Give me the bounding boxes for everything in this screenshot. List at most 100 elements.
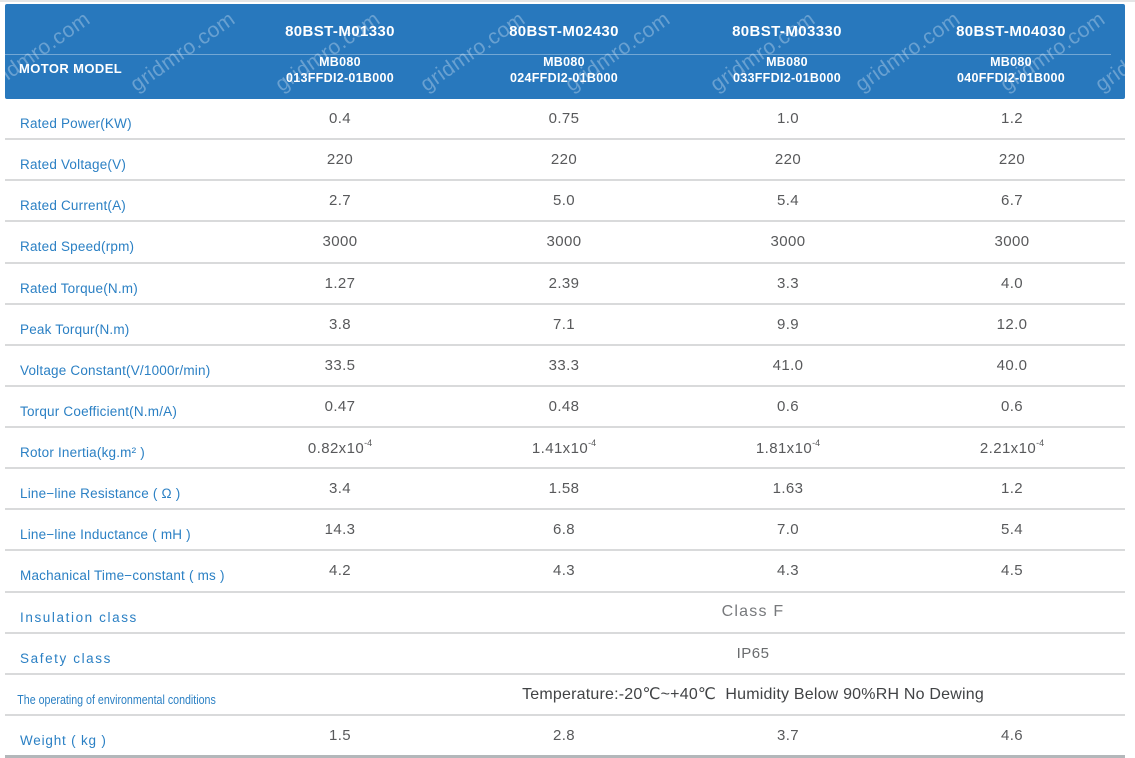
- row-label: The operating of environmental condition…: [17, 691, 216, 707]
- value-cell: 1.2: [1000, 480, 1024, 498]
- value-cell: 4.3: [776, 562, 800, 580]
- value-cell: 12.0: [996, 315, 1028, 333]
- span-value-cell: IP65: [736, 644, 770, 662]
- model-code-line2: 013FFDI2-01B000: [285, 71, 395, 85]
- value-cell: 7.0: [776, 521, 800, 539]
- row-label: Weight ( kg ): [20, 732, 107, 748]
- value-cell: 220: [550, 151, 578, 169]
- value-cell: 3000: [546, 233, 582, 251]
- inertia-base: 1.81x10: [755, 439, 813, 457]
- model-name: 80BST-M04030: [956, 23, 1066, 40]
- model-code-line1: MB080: [319, 55, 361, 69]
- inertia-exponent: -4: [364, 437, 373, 448]
- table-row-rated-current: Rated Current(A) 2.7 5.0 5.4 6.7: [5, 181, 1125, 223]
- value-cell: 6.7: [1000, 192, 1024, 210]
- inertia-exponent: -4: [588, 437, 597, 448]
- value-cell: 4.0: [1000, 274, 1024, 292]
- table-row-line-inductance: Line−line Inductance ( mH ) 14.3 6.8 7.0…: [5, 510, 1125, 552]
- value-cell: 0.6: [776, 397, 800, 415]
- table-row-insulation-class: Insulation class Class F: [5, 593, 1125, 634]
- value-cell: 4.3: [552, 562, 576, 580]
- row-label: Torqur Coefficient(N.m/A): [20, 403, 178, 419]
- value-cell: 220: [326, 151, 354, 169]
- value-cell: 1.58: [548, 480, 580, 498]
- value-cell: 9.9: [776, 315, 800, 333]
- row-label: Rotor Inertia(kg.m² ): [20, 445, 145, 461]
- value-cell: 33.3: [548, 356, 580, 374]
- row-label: Line−line Resistance ( Ω ): [20, 486, 181, 502]
- value-cell: 1.41x10-4: [452, 437, 676, 457]
- table-row-environmental-conditions: The operating of environmental condition…: [5, 675, 1125, 716]
- value-cell: 2.8: [552, 726, 576, 744]
- inertia-exponent: -4: [812, 437, 821, 448]
- table-row-safety-class: Safety class IP65: [5, 634, 1125, 675]
- value-cell: 40.0: [996, 356, 1028, 374]
- value-cell: 3.3: [776, 274, 800, 292]
- table-row-rated-voltage: Rated Voltage(V) 220 220 220 220: [5, 140, 1125, 182]
- table-row-mechanical-time-constant: Machanical Time−constant ( ms ) 4.2 4.3 …: [5, 551, 1125, 593]
- value-cell: 0.47: [324, 397, 356, 415]
- value-cell: 33.5: [324, 356, 356, 374]
- table-row-peak-torque: Peak Torqur(N.m) 3.8 7.1 9.9 12.0: [5, 305, 1125, 346]
- model-code: MB080 024FFDI2-01B000: [452, 54, 676, 86]
- model-code-line1: MB080: [766, 55, 808, 69]
- top-hairline: [0, 0, 1135, 2]
- value-cell: 0.48: [548, 397, 580, 415]
- row-label: Safety class: [20, 650, 112, 666]
- value-cell: 3000: [322, 233, 358, 251]
- model-code-line2: 024FFDI2-01B000: [509, 71, 619, 85]
- value-cell: 1.0: [776, 110, 800, 128]
- model-code: MB080 013FFDI2-01B000: [228, 54, 452, 86]
- value-cell: 0.6: [1000, 397, 1024, 415]
- model-name: 80BST-M03330: [732, 23, 842, 40]
- inertia-base: 0.82x10: [307, 439, 365, 457]
- watermark: gridmro.com: [126, 7, 240, 97]
- spec-table-body: Rated Power(KW) 0.4 0.75 1.0 1.2 Rated V…: [5, 99, 1125, 758]
- value-cell: 1.63: [772, 480, 804, 498]
- value-cell: 3.8: [328, 315, 352, 333]
- value-cell: 0.4: [328, 110, 352, 128]
- value-cell: 41.0: [772, 356, 804, 374]
- row-label: Machanical Time−constant ( ms ): [20, 568, 225, 584]
- header-divider: [5, 54, 1111, 55]
- inertia-base: 1.41x10: [531, 439, 589, 457]
- value-cell: 2.7: [328, 192, 352, 210]
- header-column: 80BST-M02430 MB080 024FFDI2-01B000: [452, 4, 676, 86]
- row-label: Insulation class: [20, 609, 138, 625]
- row-label: Voltage Constant(V/1000r/min): [20, 362, 211, 378]
- span-value-cell: Temperature:-20℃~+40℃ Humidity Below 90%…: [522, 686, 984, 704]
- value-cell: 7.1: [552, 315, 576, 333]
- table-row-rated-torque: Rated Torque(N.m) 1.27 2.39 3.3 4.0: [5, 264, 1125, 305]
- table-row-rated-power: Rated Power(KW) 0.4 0.75 1.0 1.2: [5, 99, 1125, 141]
- value-cell: 3000: [770, 233, 806, 251]
- table-row-rotor-inertia: Rotor Inertia(kg.m² ) 0.82x10-4 1.41x10-…: [5, 428, 1125, 470]
- model-code-line1: MB080: [543, 55, 585, 69]
- value-cell: 220: [774, 151, 802, 169]
- value-cell: 4.2: [328, 562, 352, 580]
- inertia-exponent: -4: [1036, 437, 1045, 448]
- header-column: 80BST-M01330 MB080 013FFDI2-01B000: [228, 4, 452, 86]
- value-cell: 3.7: [776, 726, 800, 744]
- model-code-line2: 033FFDI2-01B000: [732, 71, 842, 85]
- value-cell: 6.8: [552, 521, 576, 539]
- value-cell: 5.4: [776, 192, 800, 210]
- model-name: 80BST-M01330: [285, 23, 395, 40]
- watermark: gridmro.com: [5, 7, 95, 97]
- value-cell: 5.4: [1000, 521, 1024, 539]
- value-cell: 2.21x10-4: [900, 437, 1124, 457]
- table-header: gridmro.com gridmro.com gridmro.com grid…: [5, 4, 1125, 99]
- row-label: Rated Torque(N.m): [20, 280, 138, 296]
- row-label: Rated Current(A): [20, 198, 126, 214]
- model-code-line1: MB080: [990, 55, 1032, 69]
- span-value-cell: Class F: [721, 603, 785, 621]
- row-label: Rated Speed(rpm): [20, 239, 135, 255]
- row-label: Rated Power(KW): [20, 116, 132, 132]
- row-label: Peak Torqur(N.m): [20, 321, 130, 337]
- table-row-torque-coefficient: Torqur Coefficient(N.m/A) 0.47 0.48 0.6 …: [5, 387, 1125, 428]
- row-label: Rated Voltage(V): [20, 157, 127, 173]
- model-name: 80BST-M02430: [509, 23, 619, 40]
- row-label: Line−line Inductance ( mH ): [20, 527, 191, 543]
- value-cell: 1.5: [328, 726, 352, 744]
- table-row-voltage-constant: Voltage Constant(V/1000r/min) 33.5 33.3 …: [5, 346, 1125, 387]
- value-cell: 4.6: [1000, 726, 1024, 744]
